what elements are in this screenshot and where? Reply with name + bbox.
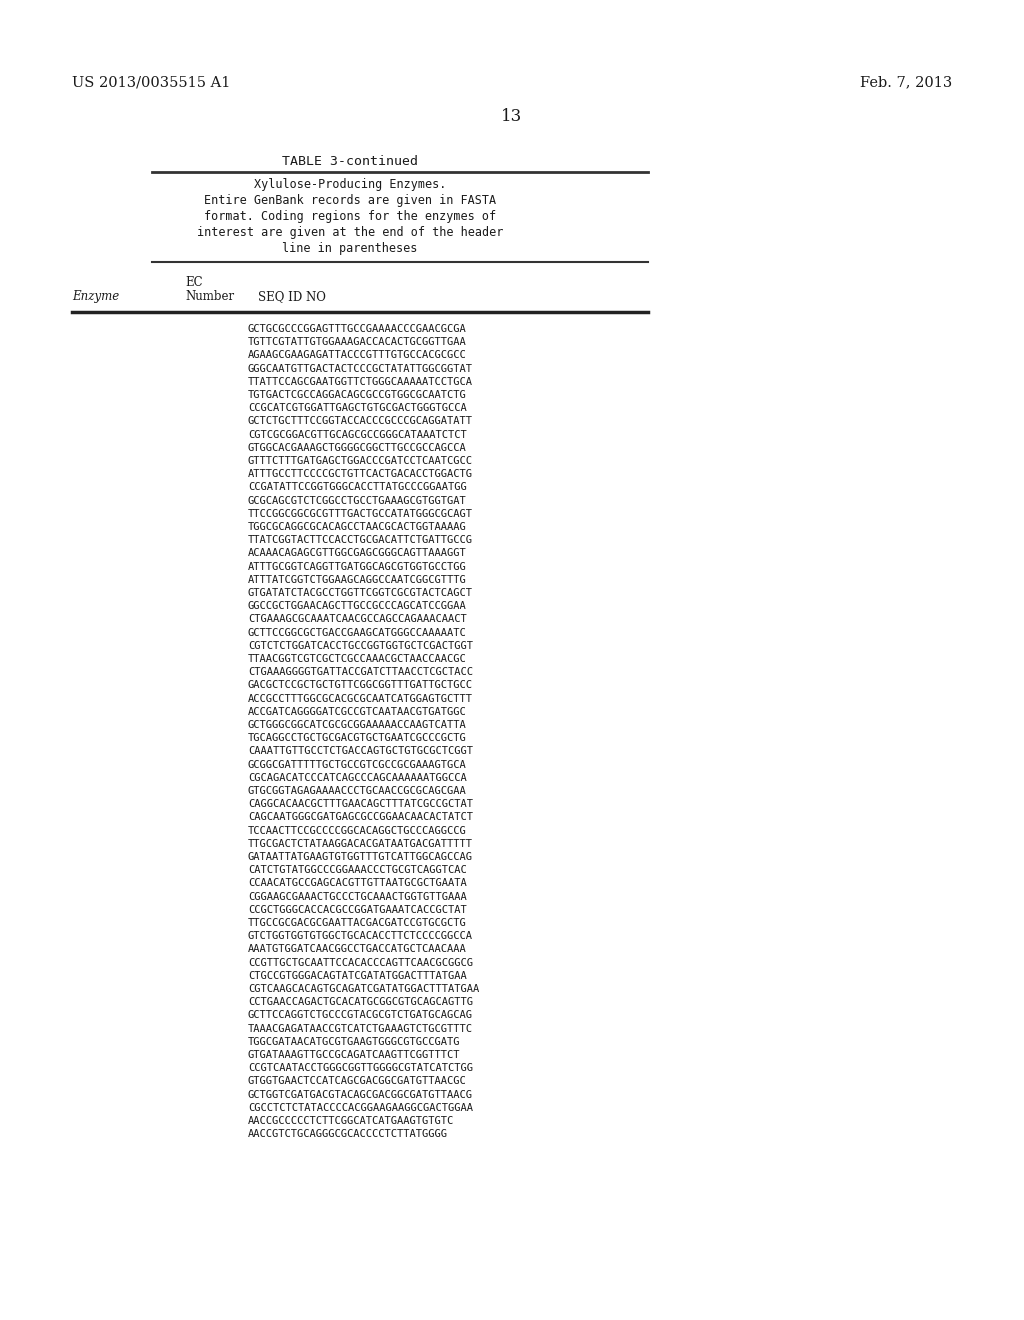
- Text: AAATGTGGATCAACGGCCTGACCATGCTCAACAAA: AAATGTGGATCAACGGCCTGACCATGCTCAACAAA: [248, 944, 467, 954]
- Text: GTTTCTTTGATGAGCTGGACCCGATCCTCAATCGCC: GTTTCTTTGATGAGCTGGACCCGATCCTCAATCGCC: [248, 455, 473, 466]
- Text: TABLE 3-continued: TABLE 3-continued: [282, 154, 418, 168]
- Text: TCCAACTTCCGCCCCGGCACAGGCTGCCCAGGCCG: TCCAACTTCCGCCCCGGCACAGGCTGCCCAGGCCG: [248, 825, 467, 836]
- Text: CCGCATCGTGGATTGAGCTGTGCGACTGGGTGCCA: CCGCATCGTGGATTGAGCTGTGCGACTGGGTGCCA: [248, 403, 467, 413]
- Text: CGCAGACATCCCATCAGCCCAGCAAAAAATGGCCA: CGCAGACATCCCATCAGCCCAGCAAAAAATGGCCA: [248, 772, 467, 783]
- Text: AACCGCCCCCTCTTCGGCATCATGAAGTGTGTC: AACCGCCCCCTCTTCGGCATCATGAAGTGTGTC: [248, 1115, 455, 1126]
- Text: CGTCTCTGGATCACCTGCCGGTGGTGCTCGACTGGT: CGTCTCTGGATCACCTGCCGGTGGTGCTCGACTGGT: [248, 640, 473, 651]
- Text: CCGCTGGGCACCACGCCGGATGAAATCACCGCTAT: CCGCTGGGCACCACGCCGGATGAAATCACCGCTAT: [248, 904, 467, 915]
- Text: ATTTGCCTTCCCCGCTGTTCACTGACACCTGGACTG: ATTTGCCTTCCCCGCTGTTCACTGACACCTGGACTG: [248, 469, 473, 479]
- Text: ATTTATCGGTCTGGAAGCAGGCCAATCGGCGTTTG: ATTTATCGGTCTGGAAGCAGGCCAATCGGCGTTTG: [248, 574, 467, 585]
- Text: TGTGACTCGCCAGGACAGCGCCGTGGCGCAATCTG: TGTGACTCGCCAGGACAGCGCCGTGGCGCAATCTG: [248, 389, 467, 400]
- Text: TGGCGCAGGCGCACAGCCTAACGCACTGGTAAAAG: TGGCGCAGGCGCACAGCCTAACGCACTGGTAAAAG: [248, 521, 467, 532]
- Text: GCTGCGCCCGGAGTTTGCCGAAAACCCGAACGCGA: GCTGCGCCCGGAGTTTGCCGAAAACCCGAACGCGA: [248, 323, 467, 334]
- Text: CCGTCAATACCTGGGCGGTTGGGGCGTATCATCTGG: CCGTCAATACCTGGGCGGTTGGGGCGTATCATCTGG: [248, 1063, 473, 1073]
- Text: CGTCGCGGACGTTGCAGCGCCGGGCATAAATCTCT: CGTCGCGGACGTTGCAGCGCCGGGCATAAATCTCT: [248, 429, 467, 440]
- Text: Xylulose-Producing Enzymes.: Xylulose-Producing Enzymes.: [254, 178, 446, 191]
- Text: TTCCGGCGGCGCGTTTGACTGCCATATGGGCGCAGT: TTCCGGCGGCGCGTTTGACTGCCATATGGGCGCAGT: [248, 508, 473, 519]
- Text: CAGGCACAACGCTTTGAACAGCTTTATCGCCGCTAT: CAGGCACAACGCTTTGAACAGCTTTATCGCCGCTAT: [248, 799, 473, 809]
- Text: US 2013/0035515 A1: US 2013/0035515 A1: [72, 75, 230, 88]
- Text: CAAATTGTTGCCTCTGACCAGTGCTGTGCGCTCGGT: CAAATTGTTGCCTCTGACCAGTGCTGTGCGCTCGGT: [248, 746, 473, 756]
- Text: GTGATATCTACGCCTGGTTCGGTCGCGTACTCAGCT: GTGATATCTACGCCTGGTTCGGTCGCGTACTCAGCT: [248, 587, 473, 598]
- Text: line in parentheses: line in parentheses: [283, 242, 418, 255]
- Text: TTGCGACTCTATAAGGACACGATAATGACGATTTTT: TTGCGACTCTATAAGGACACGATAATGACGATTTTT: [248, 838, 473, 849]
- Text: ACCGATCAGGGGATCGCCGTCAATAACGTGATGGC: ACCGATCAGGGGATCGCCGTCAATAACGTGATGGC: [248, 706, 467, 717]
- Text: ACCGCCTTTGGCGCACGCGCAATCATGGAGTGCTTT: ACCGCCTTTGGCGCACGCGCAATCATGGAGTGCTTT: [248, 693, 473, 704]
- Text: 13: 13: [502, 108, 522, 125]
- Text: CCGATATTCCGGTGGGCACCTTATGCCCGGAATGG: CCGATATTCCGGTGGGCACCTTATGCCCGGAATGG: [248, 482, 467, 492]
- Text: CCAACATGCCGAGCACGTTGTTAATGCGCTGAATA: CCAACATGCCGAGCACGTTGTTAATGCGCTGAATA: [248, 878, 467, 888]
- Text: Number: Number: [185, 290, 234, 304]
- Text: CTGCCGTGGGACAGTATCGATATGGACTTTATGAA: CTGCCGTGGGACAGTATCGATATGGACTTTATGAA: [248, 970, 467, 981]
- Text: ACAAACAGAGCGTTGGCGAGCGGGCAGTTAAAGGT: ACAAACAGAGCGTTGGCGAGCGGGCAGTTAAAGGT: [248, 548, 467, 558]
- Text: interest are given at the end of the header: interest are given at the end of the hea…: [197, 226, 503, 239]
- Text: CCGTTGCTGCAATTCCACACCCAGTTCAACGCGGCG: CCGTTGCTGCAATTCCACACCCAGTTCAACGCGGCG: [248, 957, 473, 968]
- Text: Enzyme: Enzyme: [72, 290, 119, 304]
- Text: GTGGTGAACTCCATCAGCGACGGCGATGTTAACGC: GTGGTGAACTCCATCAGCGACGGCGATGTTAACGC: [248, 1076, 467, 1086]
- Text: CGGAAGCGAAACTGCCCTGCAAACTGGTGTTGAAA: CGGAAGCGAAACTGCCCTGCAAACTGGTGTTGAAA: [248, 891, 467, 902]
- Text: Feb. 7, 2013: Feb. 7, 2013: [860, 75, 952, 88]
- Text: GCTTCCAGGTCTGCCCGTACGCGTCTGATGCAGCAG: GCTTCCAGGTCTGCCCGTACGCGTCTGATGCAGCAG: [248, 1010, 473, 1020]
- Text: GTGGCACGAAAGCTGGGGCGGCTTGCCGCCAGCCA: GTGGCACGAAAGCTGGGGCGGCTTGCCGCCAGCCA: [248, 442, 467, 453]
- Text: CATCTGTATGGCCCGGAAACCCTGCGTCAGGTCAC: CATCTGTATGGCCCGGAAACCCTGCGTCAGGTCAC: [248, 865, 467, 875]
- Text: AACCGTCTGCAGGGCGCACCCCTCTTATGGGG: AACCGTCTGCAGGGCGCACCCCTCTTATGGGG: [248, 1129, 449, 1139]
- Text: format. Coding regions for the enzymes of: format. Coding regions for the enzymes o…: [204, 210, 496, 223]
- Text: TTATCGGTACTTCCACCTGCGACATTCTGATTGCCG: TTATCGGTACTTCCACCTGCGACATTCTGATTGCCG: [248, 535, 473, 545]
- Text: GCTGGTCGATGACGTACAGCGACGGCGATGTTAACG: GCTGGTCGATGACGTACAGCGACGGCGATGTTAACG: [248, 1089, 473, 1100]
- Text: TGTTCGTATTGTGGAAAGACCACACTGCGGTTGAA: TGTTCGTATTGTGGAAAGACCACACTGCGGTTGAA: [248, 337, 467, 347]
- Text: GCTGGGCGGCATCGCGCGGAAAAACCAAGTCATTA: GCTGGGCGGCATCGCGCGGAAAAACCAAGTCATTA: [248, 719, 467, 730]
- Text: GTCTGGTGGTGTGGCTGCACACCTTCTCCCCGGCCA: GTCTGGTGGTGTGGCTGCACACCTTCTCCCCGGCCA: [248, 931, 473, 941]
- Text: GTGATAAAGTTGCCGCAGATCAAGTTCGGTTTCT: GTGATAAAGTTGCCGCAGATCAAGTTCGGTTTCT: [248, 1049, 461, 1060]
- Text: GGCCGCTGGAACAGCTTGCCGCCCAGCATCCGGAA: GGCCGCTGGAACAGCTTGCCGCCCAGCATCCGGAA: [248, 601, 467, 611]
- Text: AGAAGCGAAGAGATTACCCGTTTGTGCCACGCGCC: AGAAGCGAAGAGATTACCCGTTTGTGCCACGCGCC: [248, 350, 467, 360]
- Text: CAGCAATGGGCGATGAGCGCCGGAACAACACTATCT: CAGCAATGGGCGATGAGCGCCGGAACAACACTATCT: [248, 812, 473, 822]
- Text: GGGCAATGTTGACTACTCCCGCTATATTGGCGGTAT: GGGCAATGTTGACTACTCCCGCTATATTGGCGGTAT: [248, 363, 473, 374]
- Text: GTGCGGTAGAGAAAACCCTGCAACCGCGCAGCGAA: GTGCGGTAGAGAAAACCCTGCAACCGCGCAGCGAA: [248, 785, 467, 796]
- Text: GCGGCGATTTTTGCTGCCGTCGCCGCGAAAGTGCA: GCGGCGATTTTTGCTGCCGTCGCCGCGAAAGTGCA: [248, 759, 467, 770]
- Text: TGCAGGCCTGCTGCGACGTGCTGAATCGCCCGCTG: TGCAGGCCTGCTGCGACGTGCTGAATCGCCCGCTG: [248, 733, 467, 743]
- Text: GACGCTCCGCTGCTGTTCGGCGGTTTGATTGCTGCC: GACGCTCCGCTGCTGTTCGGCGGTTTGATTGCTGCC: [248, 680, 473, 690]
- Text: CCTGAACCAGACTGCACATGCGGCGTGCAGCAGTTG: CCTGAACCAGACTGCACATGCGGCGTGCAGCAGTTG: [248, 997, 473, 1007]
- Text: TTATTCCAGCGAATGGTTCTGGGCAAAAATCCTGCA: TTATTCCAGCGAATGGTTCTGGGCAAAAATCCTGCA: [248, 376, 473, 387]
- Text: SEQ ID NO: SEQ ID NO: [258, 290, 326, 304]
- Text: TGGCGATAACATGCGTGAAGTGGGCGTGCCGATG: TGGCGATAACATGCGTGAAGTGGGCGTGCCGATG: [248, 1036, 461, 1047]
- Text: TTAACGGTCGTCGCTCGCCAAACGCTAACCAACGC: TTAACGGTCGTCGCTCGCCAAACGCTAACCAACGC: [248, 653, 467, 664]
- Text: GCTTCCGGCGCTGACCGAAGCATGGGCCAAAAATC: GCTTCCGGCGCTGACCGAAGCATGGGCCAAAAATC: [248, 627, 467, 638]
- Text: CGTCAAGCACAGTGCAGATCGATATGGACTTTATGAA: CGTCAAGCACAGTGCAGATCGATATGGACTTTATGAA: [248, 983, 479, 994]
- Text: GATAATTATGAAGTGTGGTTTGTCATTGGCAGCCAG: GATAATTATGAAGTGTGGTTTGTCATTGGCAGCCAG: [248, 851, 473, 862]
- Text: CTGAAAGGGGTGATTACCGATCTTAACCTCGCTACC: CTGAAAGGGGTGATTACCGATCTTAACCTCGCTACC: [248, 667, 473, 677]
- Text: GCTCTGCTTTCCGGTACCACCCGCCCGCAGGATATT: GCTCTGCTTTCCGGTACCACCCGCCCGCAGGATATT: [248, 416, 473, 426]
- Text: TTGCCGCGACGCGAATTACGACGATCCGTGCGCTG: TTGCCGCGACGCGAATTACGACGATCCGTGCGCTG: [248, 917, 467, 928]
- Text: CTGAAAGCGCAAATCAACGCCAGCCAGAAACAACT: CTGAAAGCGCAAATCAACGCCAGCCAGAAACAACT: [248, 614, 467, 624]
- Text: TAAACGAGATAACCGTCATCTGAAAGTCTGCGTTTC: TAAACGAGATAACCGTCATCTGAAAGTCTGCGTTTC: [248, 1023, 473, 1034]
- Text: GCGCAGCGTCTCGGCCTGCCTGAAAGCGTGGTGAT: GCGCAGCGTCTCGGCCTGCCTGAAAGCGTGGTGAT: [248, 495, 467, 506]
- Text: ATTTGCGGTCAGGTTGATGGCAGCGTGGTGCCTGG: ATTTGCGGTCAGGTTGATGGCAGCGTGGTGCCTGG: [248, 561, 467, 572]
- Text: CGCCTCTCTATACCCCACGGAAGAAGGCGACTGGAA: CGCCTCTCTATACCCCACGGAAGAAGGCGACTGGAA: [248, 1102, 473, 1113]
- Text: EC: EC: [185, 276, 203, 289]
- Text: Entire GenBank records are given in FASTA: Entire GenBank records are given in FAST…: [204, 194, 496, 207]
